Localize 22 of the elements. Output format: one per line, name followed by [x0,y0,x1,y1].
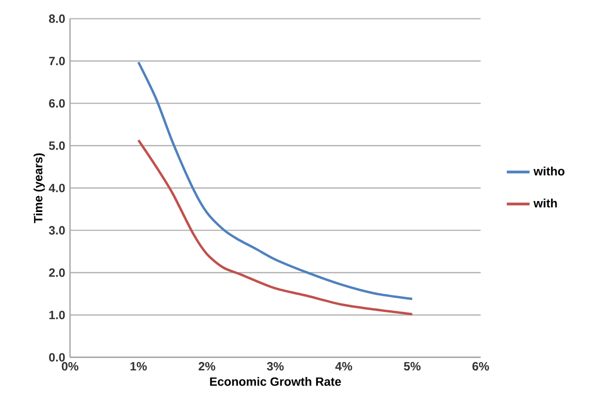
line-series [137,61,414,300]
y-tick-label: 3.0 [48,226,65,235]
x-tick-label: 4% [335,362,352,370]
y-tick-label: 5.0 [48,141,65,150]
legend-label: witho [534,166,564,176]
legend-label: with [534,198,557,208]
y-axis-title: Time (years) [34,153,45,224]
x-tick-label: 0% [62,362,78,371]
y-tick-label: 2.0 [49,268,65,277]
y-tick-label: 6.0 [49,99,65,108]
line-series [137,138,414,316]
y-tick-label: 4.0 [48,184,65,192]
y-tick-label: 0.0 [49,353,65,362]
x-tick-label: 6% [472,362,490,371]
x-tick-label: 5% [404,362,421,371]
x-tick-label: 2% [198,362,216,370]
y-tick-label: 7.0 [49,56,65,66]
y-tick-label: 8.0 [48,14,65,23]
x-axis-title: Economic Growth Rate [210,377,341,386]
x-tick-label: 1% [130,362,147,370]
x-tick-label: 3% [266,362,284,371]
y-tick-label: 1.0 [49,310,65,320]
